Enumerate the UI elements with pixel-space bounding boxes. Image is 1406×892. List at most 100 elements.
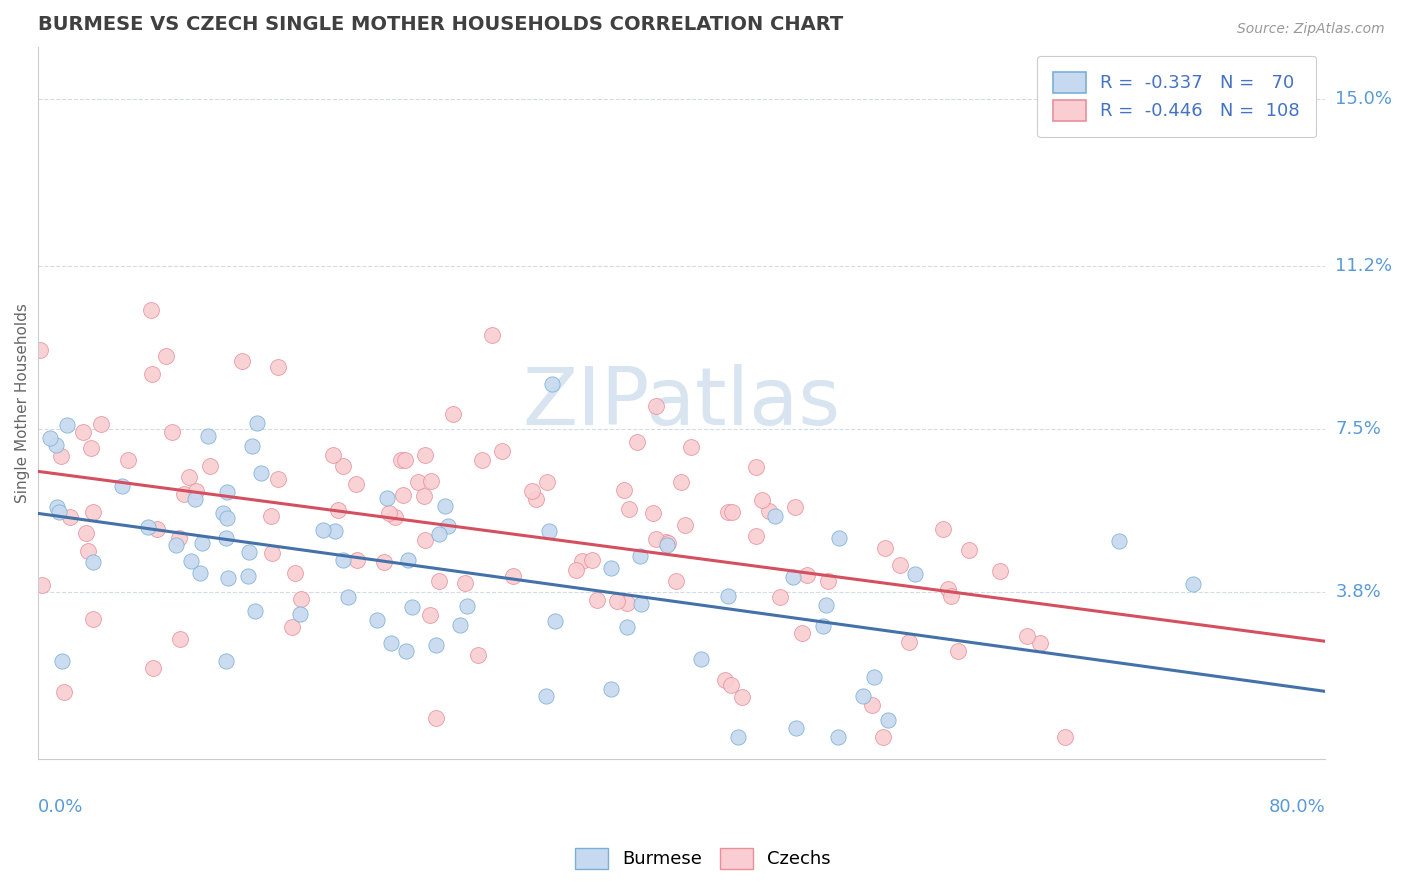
Point bbox=[373, 555, 395, 569]
Point bbox=[267, 359, 290, 374]
Point bbox=[31, 577, 53, 591]
Point bbox=[1015, 629, 1038, 643]
Text: 11.2%: 11.2% bbox=[1336, 258, 1392, 276]
Point bbox=[90, 417, 112, 431]
Point bbox=[903, 567, 925, 582]
Point bbox=[45, 438, 67, 452]
Point bbox=[186, 484, 208, 499]
Point bbox=[645, 399, 668, 413]
Point bbox=[217, 484, 239, 499]
Point bbox=[380, 636, 402, 650]
Point bbox=[626, 435, 648, 450]
Point bbox=[240, 439, 263, 453]
Point bbox=[165, 537, 187, 551]
Point bbox=[155, 349, 177, 363]
Point bbox=[142, 661, 165, 675]
Point bbox=[630, 597, 652, 611]
Point bbox=[425, 639, 447, 653]
Point bbox=[721, 505, 744, 519]
Point bbox=[323, 524, 346, 538]
Point bbox=[454, 575, 477, 590]
Point bbox=[544, 615, 567, 629]
Point bbox=[188, 566, 211, 580]
Point bbox=[82, 612, 104, 626]
Point bbox=[939, 589, 962, 603]
Point bbox=[160, 425, 183, 440]
Point bbox=[419, 474, 441, 488]
Point bbox=[889, 558, 911, 572]
Point bbox=[1029, 636, 1052, 650]
Point bbox=[179, 470, 201, 484]
Point bbox=[260, 508, 283, 523]
Point bbox=[731, 690, 754, 704]
Point bbox=[665, 574, 688, 589]
Point bbox=[52, 685, 75, 699]
Point bbox=[406, 475, 429, 489]
Point bbox=[322, 448, 344, 462]
Point bbox=[184, 491, 207, 506]
Point bbox=[758, 504, 780, 518]
Point bbox=[690, 651, 713, 665]
Point bbox=[612, 483, 634, 497]
Point bbox=[1108, 534, 1130, 549]
Point bbox=[267, 472, 290, 486]
Point bbox=[236, 569, 259, 583]
Point bbox=[111, 479, 134, 493]
Point bbox=[146, 522, 169, 536]
Point bbox=[217, 511, 239, 525]
Point bbox=[243, 604, 266, 618]
Text: 0.0%: 0.0% bbox=[38, 798, 84, 816]
Point bbox=[655, 535, 678, 549]
Point bbox=[413, 533, 436, 547]
Point bbox=[655, 538, 678, 552]
Point bbox=[284, 566, 307, 581]
Point bbox=[456, 599, 478, 613]
Point bbox=[449, 618, 471, 632]
Point bbox=[401, 600, 423, 615]
Point bbox=[28, 343, 51, 357]
Point bbox=[537, 524, 560, 539]
Point bbox=[817, 574, 839, 589]
Point bbox=[669, 475, 692, 490]
Point bbox=[717, 589, 740, 603]
Point bbox=[427, 574, 450, 588]
Point bbox=[249, 466, 271, 480]
Point bbox=[39, 431, 62, 445]
Point bbox=[790, 625, 813, 640]
Point bbox=[673, 517, 696, 532]
Point bbox=[745, 459, 768, 474]
Point bbox=[346, 553, 368, 567]
Point bbox=[875, 541, 897, 555]
Point bbox=[581, 553, 603, 567]
Point bbox=[169, 531, 191, 545]
Point bbox=[681, 441, 703, 455]
Text: BURMESE VS CZECH SINGLE MOTHER HOUSEHOLDS CORRELATION CHART: BURMESE VS CZECH SINGLE MOTHER HOUSEHOLD… bbox=[38, 15, 844, 34]
Point bbox=[1181, 576, 1204, 591]
Point bbox=[136, 520, 159, 534]
Point bbox=[56, 417, 79, 432]
Point bbox=[877, 713, 900, 727]
Point bbox=[616, 620, 638, 634]
Point bbox=[169, 632, 191, 647]
Point bbox=[828, 532, 851, 546]
Point bbox=[526, 491, 548, 506]
Point bbox=[72, 425, 94, 439]
Point bbox=[427, 526, 450, 541]
Point bbox=[714, 673, 737, 688]
Point bbox=[332, 458, 354, 473]
Point bbox=[419, 608, 441, 623]
Point bbox=[425, 711, 447, 725]
Point bbox=[813, 618, 835, 632]
Point bbox=[565, 563, 588, 577]
Legend: R =  -0.337   N =   70, R =  -0.446   N =  108: R = -0.337 N = 70, R = -0.446 N = 108 bbox=[1038, 55, 1316, 137]
Point bbox=[814, 598, 837, 612]
Point bbox=[59, 510, 82, 524]
Point bbox=[782, 570, 804, 584]
Point bbox=[467, 648, 489, 662]
Point bbox=[717, 505, 740, 519]
Point bbox=[657, 535, 679, 549]
Point bbox=[366, 613, 388, 627]
Point bbox=[946, 644, 969, 658]
Point bbox=[827, 730, 849, 744]
Point bbox=[852, 689, 875, 703]
